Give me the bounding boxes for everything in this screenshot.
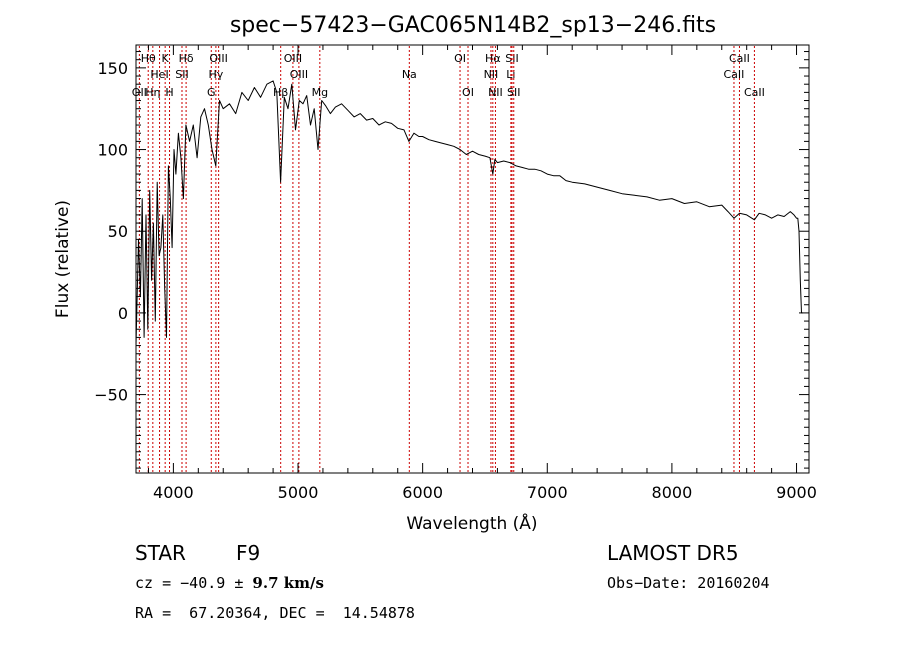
y-tick-label: −50: [94, 386, 128, 405]
spectral-line-label: CaII: [744, 86, 765, 99]
y-tick-label: 50: [108, 222, 128, 241]
y-tick-label: 100: [97, 141, 128, 160]
spectrum-series: [135, 80, 803, 346]
x-axis: 4000 5000 6000 7000 8000 9000: [147, 45, 817, 502]
spectral-line-label: SII: [175, 68, 188, 81]
y-tick-label: 0: [118, 304, 128, 323]
object-subclass: F9: [236, 541, 261, 565]
spectral-line-label: CaII: [729, 52, 750, 65]
cz-error: 9.7 km/s: [252, 574, 324, 592]
x-tick-label: 5000: [278, 483, 319, 502]
y-axis-label: Flux (relative): [53, 200, 73, 318]
spectral-line-label: NII: [488, 86, 503, 99]
spectral-line-label: OI: [462, 86, 474, 99]
redshift-info: cz = −40.9 ± 9.7 km/s: [135, 574, 324, 592]
observation-date: Obs−Date: 20160204: [607, 574, 770, 592]
spectral-line-label: OIII: [284, 52, 302, 65]
spectral-line-label: CaII: [724, 68, 745, 81]
x-tick-label: 7000: [527, 483, 568, 502]
cz-value: cz = −40.9 ±: [135, 574, 253, 592]
spectral-line-label: H: [165, 86, 173, 99]
object-class: STAR: [135, 541, 186, 565]
spectral-line-label: SII: [507, 86, 520, 99]
x-tick-label: 6000: [402, 483, 443, 502]
spectral-line-label: NII: [484, 68, 499, 81]
spectral-line-label: Hη: [145, 86, 160, 99]
spectral-line-label: OI: [454, 52, 466, 65]
spectrum-line: [135, 80, 803, 346]
spectral-line-label: HeI: [150, 68, 168, 81]
coordinates: RA = 67.20364, DEC = 14.54878: [135, 604, 415, 622]
spectral-line-label: Mg: [312, 86, 328, 99]
x-axis-label: Wavelength (Å): [406, 512, 537, 534]
spectral-line-label: OIII: [290, 68, 308, 81]
spectral-line-label: G: [207, 86, 216, 99]
spectral-line-label: K: [162, 52, 170, 65]
spectral-line-label: Hδ: [179, 52, 194, 65]
spectral-line-label: Hθ: [141, 52, 156, 65]
spectral-line-label: Na: [402, 68, 417, 81]
x-tick-label: 8000: [652, 483, 693, 502]
spectral-line-label: Hγ: [208, 68, 223, 81]
chart-title: spec−57423−GAC065N14B2_sp13−246.fits: [230, 13, 716, 38]
y-tick-label: 150: [97, 59, 128, 78]
spectral-line-label: OIII: [209, 52, 227, 65]
y-axis: −50 0 50 100 150: [94, 51, 809, 469]
spectral-line-label: Li: [506, 68, 515, 81]
spectral-line-label: Hα: [485, 52, 501, 65]
x-tick-label: 4000: [153, 483, 194, 502]
x-tick-label: 9000: [776, 483, 817, 502]
survey-name: LAMOST DR5: [607, 541, 739, 565]
spectral-line-label: SII: [505, 52, 518, 65]
